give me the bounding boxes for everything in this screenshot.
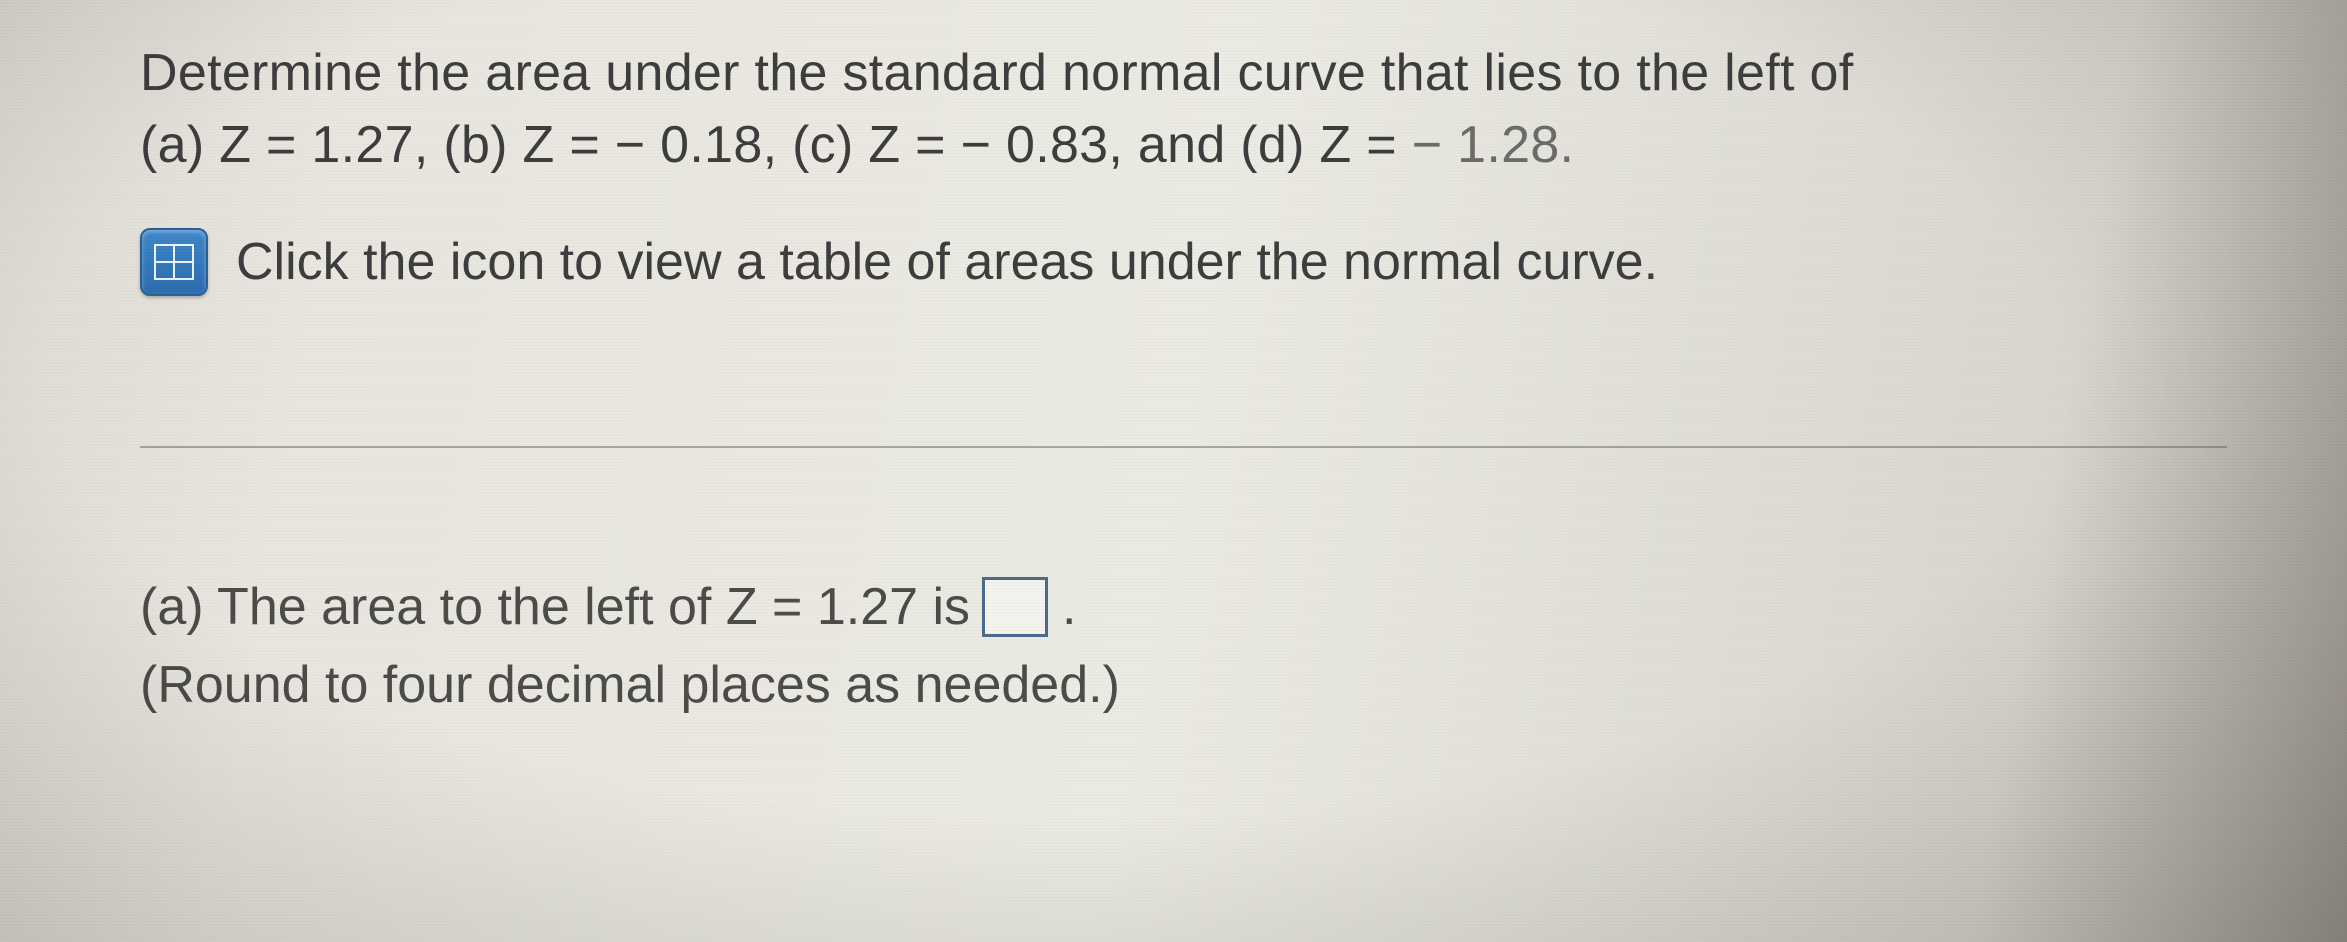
separator-line [140, 446, 2227, 448]
question-line-2-faded: − 1.28. [1412, 116, 1575, 174]
question-line-2-prefix: (a) Z = 1.27, (b) Z = − 0.18, (c) Z = − … [140, 116, 1412, 174]
table-link-text[interactable]: Click the icon to view a table of areas … [236, 232, 1658, 292]
question-line-1: Determine the area under the standard no… [140, 44, 1853, 102]
part-a-answer-input[interactable] [982, 577, 1048, 637]
answer-block: (a) The area to the left of Z = 1.27 is … [140, 568, 2227, 724]
table-icon[interactable] [140, 228, 208, 296]
part-a-prefix: (a) The area to the left of Z = 1.27 is [140, 568, 970, 646]
part-a-period: . [1062, 568, 1076, 646]
round-hint: (Round to four decimal places as needed.… [140, 646, 2227, 724]
table-grid-icon [154, 244, 194, 280]
question-text: Determine the area under the standard no… [140, 38, 2227, 182]
table-link-row: Click the icon to view a table of areas … [140, 228, 2227, 296]
